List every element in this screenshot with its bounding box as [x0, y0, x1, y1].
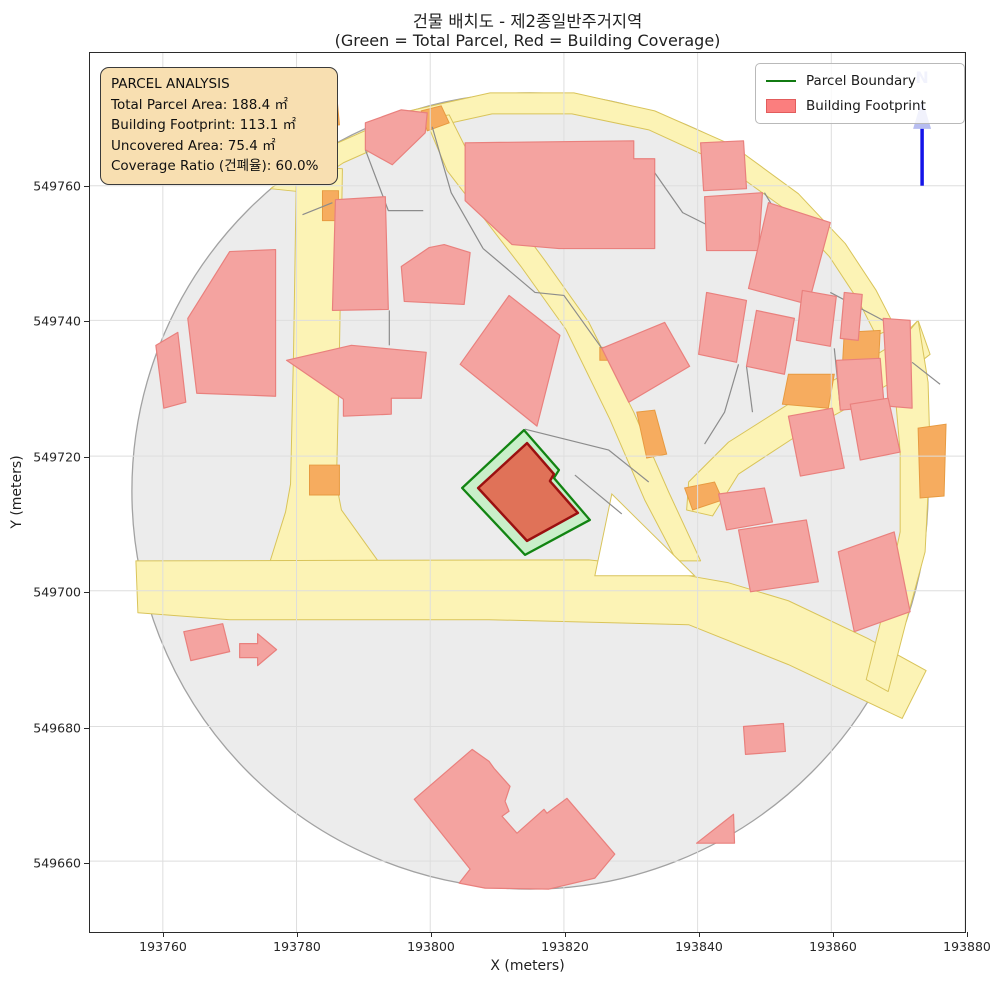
x-tick-label: 193760: [139, 939, 187, 954]
x-tick-mark: [430, 932, 432, 937]
legend-label: Building Footprint: [806, 98, 926, 114]
legend-label: Parcel Boundary: [806, 73, 916, 89]
road-island: [594, 492, 696, 577]
x-axis-label: X (meters): [490, 958, 565, 974]
parcel-line: [745, 366, 754, 413]
building-polygon: [837, 531, 911, 633]
building-footprint-polygon: [476, 441, 580, 543]
y-tick-label: 549740: [33, 313, 81, 329]
map-canvas: N: [90, 53, 965, 932]
parcel-line: [431, 126, 484, 249]
building-polygon: [331, 196, 389, 312]
plot-area: N PARCEL ANALYSIS Total Parcel Area: 188…: [33, 52, 991, 954]
parcel-analysis-line: Uncovered Area: 75.4 ㎡: [111, 137, 276, 154]
x-tick-label: 193860: [809, 939, 857, 954]
x-tick-mark: [162, 932, 164, 937]
legend: Parcel Boundary Building Footprint: [755, 63, 965, 124]
chart-title: 건물 배치도 - 제2종일반주거지역: [412, 12, 643, 31]
building-polygon: [364, 109, 428, 166]
road-orange-patch: [781, 373, 835, 409]
y-tick-mark: [84, 456, 89, 458]
building-polygon: [400, 243, 471, 306]
parcel-analysis-line: Total Parcel Area: 188.4 ㎡: [111, 96, 288, 113]
legend-row: Building Footprint: [766, 98, 954, 114]
legend-patch-swatch-icon: [766, 99, 796, 113]
building-polygon: [745, 309, 795, 375]
building-polygon: [459, 294, 561, 427]
x-tick-label: 193820: [541, 939, 589, 954]
building-polygon: [787, 407, 845, 477]
x-tick-label: 193880: [943, 939, 991, 954]
parcel-line: [704, 364, 740, 445]
parcel-line: [364, 149, 424, 212]
y-tick-mark: [84, 591, 89, 593]
building-polygon: [717, 487, 774, 531]
y-axis-label: Y (meters): [9, 455, 25, 529]
parcel-line: [302, 202, 333, 216]
parcel-analysis-line: Coverage Ratio (건폐율): 60.0%: [111, 158, 319, 175]
building-polygon: [795, 289, 837, 347]
parcel-analysis-line: Building Footprint: 113.1 ㎡: [111, 117, 297, 134]
building-polygon: [849, 397, 901, 461]
building-polygon: [413, 748, 616, 890]
y-tick-label: 549720: [33, 449, 81, 465]
road-orange-patch: [636, 409, 668, 459]
parcel-analysis-lines: Total Parcel Area: 188.4 ㎡ Building Footp…: [111, 95, 327, 177]
y-tick-label: 549660: [33, 855, 81, 871]
building-polygon: [464, 140, 656, 250]
parcel-analysis-box: PARCEL ANALYSIS Total Parcel Area: 188.4…: [100, 67, 338, 185]
chart-subtitle: (Green = Total Parcel, Red = Building Co…: [334, 31, 721, 50]
y-tick-label: 549680: [33, 720, 81, 736]
legend-row: Parcel Boundary: [766, 73, 954, 89]
building-polygon: [239, 633, 278, 667]
building-polygon: [882, 317, 913, 409]
y-tick-mark: [84, 727, 89, 729]
parcel-line: [911, 361, 941, 385]
x-tick-mark: [832, 932, 834, 937]
parcel-line: [482, 248, 603, 349]
building-polygon: [839, 291, 863, 341]
y-tick-label: 549700: [33, 584, 81, 600]
parcel-line: [654, 172, 707, 226]
building-polygon: [742, 722, 787, 756]
y-tick-mark: [84, 862, 89, 864]
road-orange-patch: [917, 423, 947, 499]
parcel-line: [574, 474, 623, 515]
x-tick-mark: [564, 932, 566, 937]
y-tick-mark: [84, 320, 89, 322]
building-polygon: [155, 331, 187, 409]
building-polygon: [698, 291, 748, 363]
building-polygon: [183, 623, 231, 662]
building-polygon: [703, 192, 764, 252]
y-tick-mark: [84, 185, 89, 187]
building-polygon: [700, 140, 748, 192]
building-polygon: [601, 321, 691, 403]
y-tick-label: 549760: [33, 178, 81, 194]
road-orange-patch: [308, 464, 340, 496]
x-tick-mark: [296, 932, 298, 937]
building-polygon: [285, 344, 427, 417]
building-polygon: [187, 248, 277, 397]
x-tick-mark: [698, 932, 700, 937]
x-tick-mark: [966, 932, 968, 937]
legend-line-swatch-icon: [766, 80, 796, 82]
x-tick-label: 193800: [407, 939, 455, 954]
x-tick-label: 193840: [675, 939, 723, 954]
parcel-line: [524, 428, 650, 483]
x-tick-label: 193780: [273, 939, 321, 954]
building-polygon: [696, 813, 736, 844]
parcel-analysis-title: PARCEL ANALYSIS: [111, 76, 230, 92]
building-polygon: [737, 519, 819, 593]
